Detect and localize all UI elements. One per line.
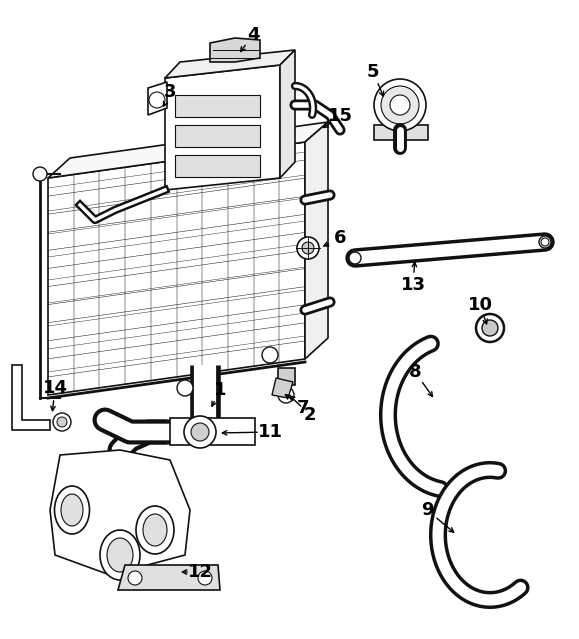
FancyBboxPatch shape: [175, 155, 260, 177]
Circle shape: [57, 417, 67, 427]
Polygon shape: [170, 418, 255, 445]
Text: 8: 8: [409, 363, 422, 381]
Ellipse shape: [143, 514, 167, 546]
Text: 9: 9: [421, 501, 433, 519]
Text: 15: 15: [328, 107, 353, 125]
Circle shape: [262, 347, 278, 363]
Polygon shape: [148, 82, 167, 115]
Polygon shape: [12, 365, 50, 430]
Circle shape: [53, 413, 71, 431]
Circle shape: [33, 167, 47, 181]
Circle shape: [128, 571, 142, 585]
Circle shape: [539, 236, 551, 248]
Text: 14: 14: [42, 379, 68, 397]
Circle shape: [541, 238, 549, 246]
Circle shape: [476, 314, 504, 342]
Text: 12: 12: [188, 563, 212, 581]
Circle shape: [297, 237, 319, 259]
Ellipse shape: [61, 494, 83, 526]
Text: 4: 4: [247, 26, 259, 44]
Text: 5: 5: [367, 63, 379, 81]
Polygon shape: [118, 565, 220, 590]
Circle shape: [482, 320, 498, 336]
Text: 11: 11: [258, 423, 283, 441]
Polygon shape: [165, 50, 295, 78]
Text: 13: 13: [401, 276, 426, 294]
Circle shape: [177, 380, 193, 396]
Text: 10: 10: [467, 296, 493, 314]
Polygon shape: [272, 378, 293, 398]
Polygon shape: [48, 142, 305, 395]
Polygon shape: [305, 122, 328, 359]
Polygon shape: [165, 65, 280, 190]
Polygon shape: [278, 368, 295, 385]
Circle shape: [349, 252, 361, 264]
Polygon shape: [50, 450, 190, 575]
Ellipse shape: [390, 95, 410, 115]
Text: 6: 6: [334, 229, 346, 247]
Text: 1: 1: [214, 381, 226, 399]
Text: 3: 3: [164, 83, 176, 101]
Text: 2: 2: [304, 406, 316, 424]
Text: 7: 7: [297, 399, 309, 417]
Circle shape: [198, 571, 212, 585]
Circle shape: [149, 92, 165, 108]
FancyBboxPatch shape: [175, 95, 260, 117]
FancyBboxPatch shape: [175, 125, 260, 147]
Ellipse shape: [107, 538, 133, 572]
Polygon shape: [280, 50, 295, 178]
Circle shape: [278, 387, 294, 403]
Ellipse shape: [381, 86, 419, 124]
Ellipse shape: [136, 506, 174, 554]
Polygon shape: [48, 122, 328, 178]
Circle shape: [302, 242, 314, 254]
Circle shape: [184, 416, 216, 448]
Circle shape: [191, 423, 209, 441]
Ellipse shape: [54, 486, 90, 534]
Ellipse shape: [374, 79, 426, 131]
Polygon shape: [374, 125, 428, 140]
Ellipse shape: [100, 530, 140, 580]
Polygon shape: [210, 38, 260, 62]
